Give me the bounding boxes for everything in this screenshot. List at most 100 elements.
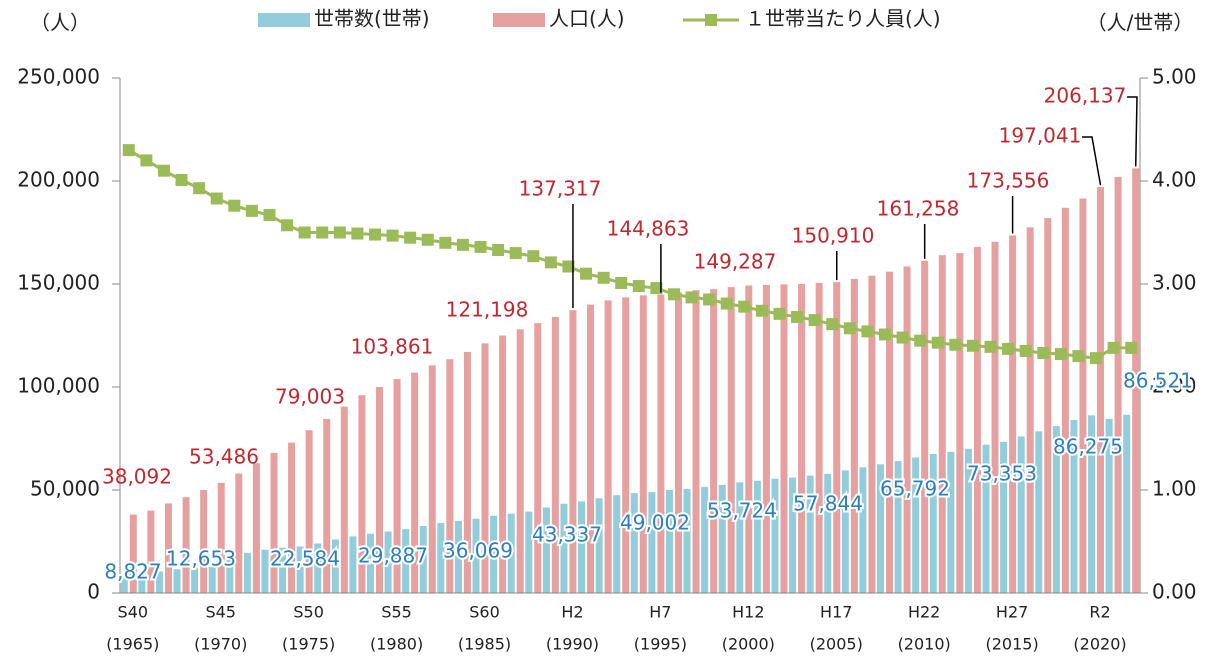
marker — [755, 304, 768, 317]
bar — [806, 475, 814, 593]
bar — [1114, 176, 1122, 593]
x-tick-label: R2 — [1089, 603, 1110, 622]
bar — [208, 566, 216, 593]
marker — [333, 226, 346, 239]
x-tick-label: H7 — [649, 603, 671, 622]
bar — [358, 395, 366, 593]
bar — [736, 482, 744, 593]
bar — [428, 365, 436, 593]
bar — [921, 260, 929, 593]
bar — [1017, 436, 1025, 593]
bar — [745, 285, 753, 593]
bar — [217, 482, 225, 593]
x-tick-label: S45 — [205, 603, 236, 622]
bar — [1044, 218, 1052, 593]
x-tick-year: (1970) — [194, 635, 247, 654]
marker — [509, 247, 522, 260]
population-label: 121,198 — [446, 298, 529, 322]
marker — [404, 231, 417, 244]
x-tick-year: (2005) — [810, 635, 863, 654]
marker — [122, 144, 135, 157]
bar — [499, 335, 507, 593]
bar — [657, 294, 665, 593]
population-label: 103,861 — [351, 335, 434, 359]
bar — [463, 351, 471, 593]
bar — [701, 486, 709, 593]
y2-tick-label: 2.00 — [1152, 374, 1197, 398]
marker — [1090, 352, 1103, 365]
bar — [1009, 235, 1017, 593]
bar — [147, 510, 155, 593]
marker — [580, 267, 593, 280]
bar — [279, 547, 287, 593]
marker — [720, 297, 733, 310]
marker — [914, 334, 927, 347]
bar — [200, 490, 208, 593]
household-label: 73,353 — [967, 462, 1037, 486]
leader — [1082, 136, 1102, 186]
legend-swatch — [258, 13, 310, 27]
bar — [472, 518, 480, 593]
bar — [630, 493, 638, 593]
household-label: 65,792 — [880, 477, 950, 501]
marker — [632, 280, 645, 293]
marker — [966, 339, 979, 352]
bar — [648, 492, 656, 593]
marker — [879, 328, 891, 341]
bar — [1097, 187, 1105, 594]
bar — [560, 503, 568, 593]
marker — [281, 219, 294, 232]
bar — [419, 526, 427, 593]
marker — [931, 336, 944, 349]
bar — [120, 574, 128, 593]
marker — [597, 271, 610, 284]
bar — [956, 253, 964, 593]
x-tick-year: (2010) — [898, 635, 951, 654]
population-label: 53,486 — [189, 445, 259, 469]
y2-tick-label: 1.00 — [1152, 477, 1197, 501]
bar — [753, 480, 761, 593]
x-tick-label: S40 — [118, 603, 149, 622]
bar — [964, 448, 972, 593]
bar — [710, 289, 718, 593]
x-tick-label: S60 — [469, 603, 500, 622]
bar — [683, 488, 691, 593]
x-tick-year: (1985) — [458, 635, 511, 654]
bar — [376, 387, 383, 593]
bar — [129, 514, 137, 593]
bar — [850, 278, 858, 593]
legend-swatch — [493, 13, 545, 27]
household-label: 86,521 — [1123, 369, 1193, 393]
household-label: 53,724 — [707, 499, 777, 523]
bar — [665, 490, 673, 593]
x-tick-label: H17 — [820, 603, 852, 622]
bar — [191, 568, 199, 593]
household-label: 12,653 — [166, 547, 236, 571]
marker — [984, 340, 997, 353]
y2-tick-label: 0.00 — [1152, 580, 1197, 604]
marker — [1002, 342, 1015, 355]
x-tick-year: (1980) — [370, 635, 423, 654]
y-tick-label: 50,000 — [30, 477, 100, 501]
bar — [155, 571, 163, 593]
bar — [490, 515, 498, 593]
x-tick-year: (1965) — [106, 635, 159, 654]
bar — [674, 292, 682, 593]
bar — [349, 536, 357, 593]
bar — [1105, 418, 1113, 593]
bar — [243, 552, 251, 593]
bar — [1088, 415, 1096, 593]
population-label: 38,092 — [102, 465, 172, 489]
marker — [896, 331, 909, 344]
bar — [1052, 426, 1060, 593]
bar — [411, 372, 419, 593]
marker — [456, 238, 469, 251]
bar — [173, 569, 181, 593]
marker — [808, 314, 821, 327]
bar — [1070, 419, 1078, 593]
marker — [351, 227, 364, 240]
marker — [228, 199, 241, 212]
bar — [138, 573, 146, 593]
bar — [587, 304, 595, 593]
population-label: 79,003 — [275, 385, 345, 409]
